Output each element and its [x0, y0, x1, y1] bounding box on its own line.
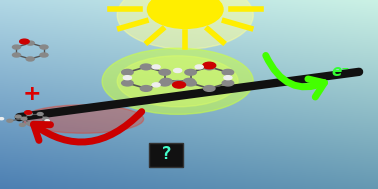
Circle shape — [203, 62, 216, 69]
FancyArrowPatch shape — [34, 112, 142, 142]
Circle shape — [117, 0, 253, 49]
Circle shape — [26, 57, 34, 61]
Circle shape — [172, 81, 183, 86]
Circle shape — [7, 119, 13, 122]
Circle shape — [147, 0, 223, 28]
Circle shape — [152, 83, 160, 87]
Ellipse shape — [102, 48, 253, 114]
Ellipse shape — [117, 56, 238, 107]
FancyBboxPatch shape — [149, 143, 183, 167]
Circle shape — [20, 39, 29, 44]
Circle shape — [21, 117, 27, 120]
Text: e⁻: e⁻ — [331, 64, 349, 79]
Circle shape — [40, 45, 48, 49]
Text: ?: ? — [161, 145, 172, 163]
Text: +: + — [23, 84, 42, 105]
Circle shape — [224, 76, 232, 80]
Circle shape — [19, 123, 25, 126]
Circle shape — [122, 80, 133, 86]
FancyArrowPatch shape — [266, 55, 324, 97]
Ellipse shape — [23, 105, 144, 133]
Circle shape — [26, 113, 32, 115]
Circle shape — [123, 76, 132, 80]
Circle shape — [15, 115, 21, 118]
Circle shape — [122, 69, 133, 75]
Circle shape — [37, 122, 43, 125]
Circle shape — [160, 78, 172, 84]
Circle shape — [26, 41, 34, 45]
Circle shape — [173, 82, 186, 88]
Circle shape — [159, 69, 170, 75]
Circle shape — [185, 80, 196, 86]
Circle shape — [159, 80, 170, 86]
Circle shape — [140, 86, 152, 91]
Circle shape — [140, 64, 152, 70]
Circle shape — [0, 118, 4, 120]
Circle shape — [45, 120, 49, 122]
Circle shape — [222, 80, 234, 86]
Circle shape — [152, 65, 160, 69]
Circle shape — [222, 69, 234, 75]
Circle shape — [195, 65, 203, 69]
Circle shape — [12, 53, 20, 57]
Circle shape — [40, 53, 48, 57]
Circle shape — [26, 122, 32, 125]
Circle shape — [43, 117, 48, 120]
Circle shape — [183, 78, 195, 84]
Circle shape — [203, 64, 215, 70]
Circle shape — [12, 45, 20, 49]
Circle shape — [185, 69, 196, 75]
Circle shape — [203, 86, 215, 91]
Circle shape — [174, 68, 182, 73]
Circle shape — [37, 113, 43, 115]
Circle shape — [25, 111, 32, 114]
